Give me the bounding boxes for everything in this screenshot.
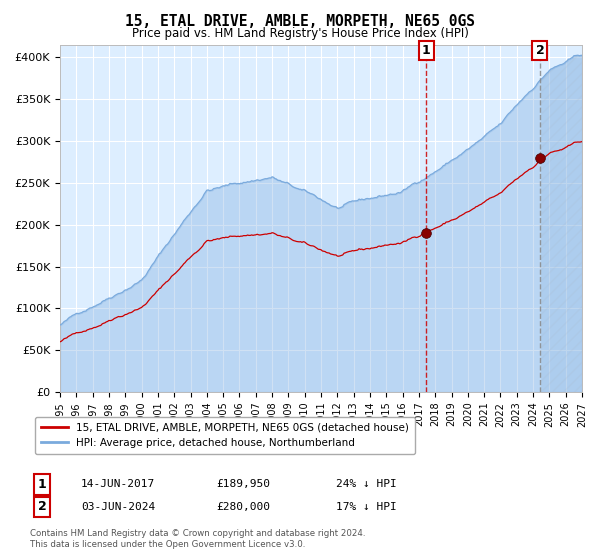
Text: 24% ↓ HPI: 24% ↓ HPI (336, 479, 397, 489)
Text: 1: 1 (38, 478, 46, 491)
Text: Price paid vs. HM Land Registry's House Price Index (HPI): Price paid vs. HM Land Registry's House … (131, 27, 469, 40)
Text: 17% ↓ HPI: 17% ↓ HPI (336, 502, 397, 512)
Text: 2: 2 (536, 44, 544, 57)
Text: £189,950: £189,950 (216, 479, 270, 489)
Text: 03-JUN-2024: 03-JUN-2024 (81, 502, 155, 512)
Legend: 15, ETAL DRIVE, AMBLE, MORPETH, NE65 0GS (detached house), HPI: Average price, d: 15, ETAL DRIVE, AMBLE, MORPETH, NE65 0GS… (35, 417, 415, 454)
Text: 15, ETAL DRIVE, AMBLE, MORPETH, NE65 0GS: 15, ETAL DRIVE, AMBLE, MORPETH, NE65 0GS (125, 14, 475, 29)
Text: 14-JUN-2017: 14-JUN-2017 (81, 479, 155, 489)
Text: £280,000: £280,000 (216, 502, 270, 512)
Text: Contains HM Land Registry data © Crown copyright and database right 2024.
This d: Contains HM Land Registry data © Crown c… (30, 529, 365, 549)
Text: 1: 1 (422, 44, 431, 57)
Text: 2: 2 (38, 500, 46, 514)
